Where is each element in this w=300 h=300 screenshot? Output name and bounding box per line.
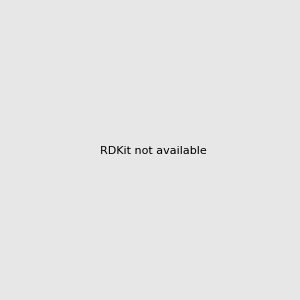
- Text: RDKit not available: RDKit not available: [100, 146, 207, 157]
